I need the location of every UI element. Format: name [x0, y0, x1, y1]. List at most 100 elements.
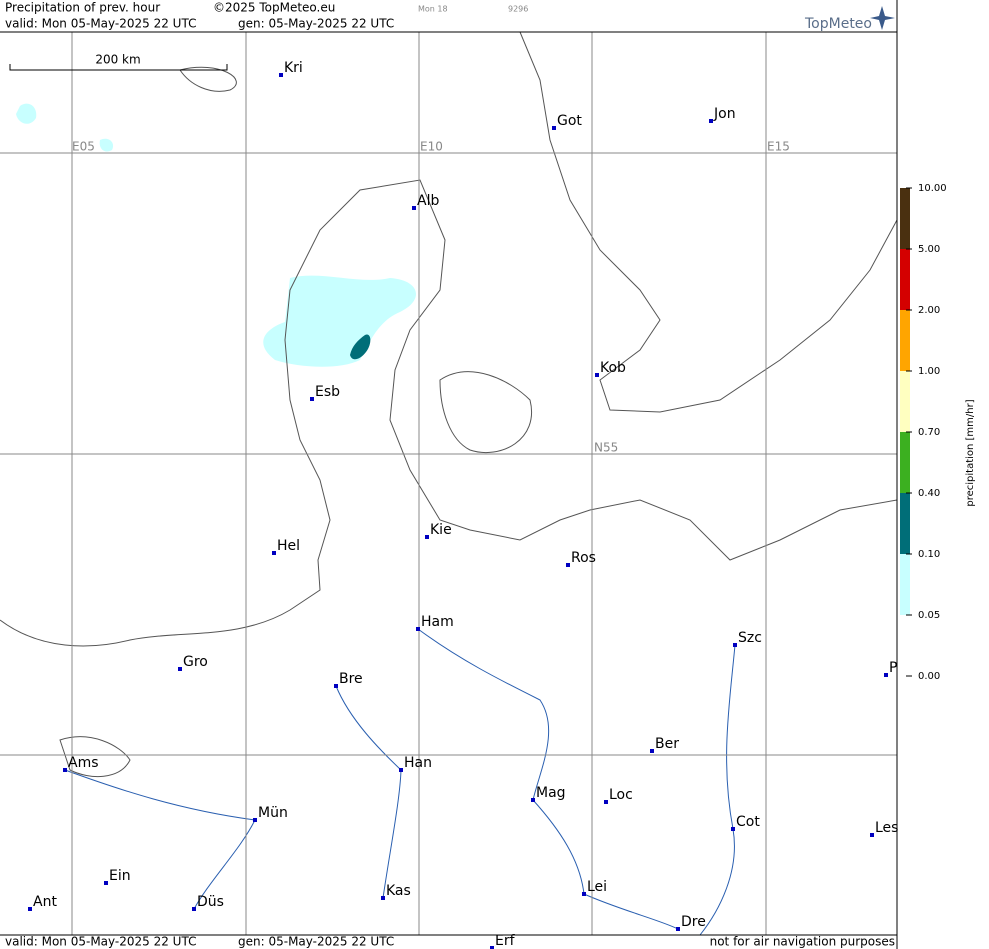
city-marker	[63, 768, 67, 772]
legend-title: precipitation [mm/hr]	[965, 399, 976, 506]
legend-swatch	[900, 371, 910, 432]
city-marker	[412, 206, 416, 210]
city-label: Kie	[430, 522, 452, 538]
city-label: Mün	[258, 805, 288, 821]
footer-gen: gen: 05-May-2025 22 UTC	[238, 935, 394, 949]
city-marker	[104, 881, 108, 885]
city-marker	[253, 818, 257, 822]
coastline	[0, 179, 898, 647]
city-marker	[731, 827, 735, 831]
precip-area	[99, 138, 114, 152]
precip-area	[263, 275, 417, 367]
precip-area	[350, 334, 371, 360]
city-marker	[531, 798, 535, 802]
city-label: Loc	[609, 787, 633, 803]
city-marker	[733, 643, 737, 647]
city-label: Cot	[736, 814, 760, 830]
city-marker	[566, 563, 570, 567]
city-label: Dre	[681, 914, 706, 930]
grid-label: E05	[72, 140, 95, 154]
logo-star	[870, 6, 895, 30]
city-marker	[279, 73, 283, 77]
river	[64, 769, 256, 910]
copyright: ©2025 TopMeteo.eu	[213, 1, 335, 15]
city-label: Hel	[277, 538, 300, 554]
valid-time: valid: Mon 05-May-2025 22 UTC	[5, 17, 196, 31]
legend-swatch	[900, 493, 910, 554]
city-label: Kas	[386, 883, 411, 899]
legend-label: 0.00	[918, 671, 940, 682]
legend-swatch	[900, 249, 910, 310]
city-marker	[425, 535, 429, 539]
city-label: Ams	[68, 755, 99, 771]
river	[699, 644, 736, 936]
grid-label: N55	[594, 441, 618, 455]
city-label: Erf	[495, 933, 516, 949]
city-marker	[490, 946, 494, 949]
city-label: Esb	[315, 384, 340, 400]
legend-label: 0.70	[918, 427, 940, 438]
city-label: Ein	[109, 868, 131, 884]
city-label: Bre	[339, 671, 363, 687]
city-marker	[582, 892, 586, 896]
legend-swatch	[900, 554, 910, 615]
city-label: Alb	[417, 193, 439, 209]
legend-swatch	[900, 310, 910, 371]
legend-swatch	[900, 432, 910, 493]
footer-valid: valid: Mon 05-May-2025 22 UTC	[5, 935, 196, 949]
city-label: Szc	[738, 630, 762, 646]
coastline	[59, 736, 131, 778]
legend-label: 10.00	[918, 183, 947, 194]
city-marker	[310, 397, 314, 401]
city-marker	[334, 684, 338, 688]
city-label: Got	[557, 113, 582, 129]
city-marker	[28, 907, 32, 911]
city-label: Ant	[33, 894, 57, 910]
header-title: Precipitation of prev. hour	[5, 1, 160, 15]
legend-label: 0.05	[918, 610, 940, 621]
legend-swatch	[900, 188, 910, 249]
city-marker	[416, 627, 420, 631]
city-label: Les	[875, 820, 898, 836]
grid-label: E10	[420, 140, 443, 154]
disclaimer: not for air navigation purposes	[710, 935, 895, 949]
coastline	[179, 66, 237, 92]
legend-label: 0.40	[918, 488, 940, 499]
city-marker	[192, 907, 196, 911]
city-marker	[884, 673, 888, 677]
run-label: Mon 18	[418, 5, 448, 14]
legend-label: 2.00	[918, 305, 940, 316]
city-marker	[604, 800, 608, 804]
coastline	[519, 31, 898, 413]
code-label: 9296	[508, 5, 528, 14]
legend-label: 5.00	[918, 244, 940, 255]
city-label: Ros	[571, 550, 596, 566]
scale-bar	[9, 64, 228, 71]
city-marker	[178, 667, 182, 671]
city-marker	[381, 896, 385, 900]
grid-label: E15	[767, 140, 790, 154]
logo: TopMeteo	[804, 16, 872, 32]
scale-bar-label: 200 km	[95, 53, 140, 67]
city-label: Lei	[587, 879, 607, 895]
city-label: Han	[404, 755, 432, 771]
city-marker	[676, 927, 680, 931]
city-label: Kri	[284, 60, 303, 76]
city-label: Kob	[600, 360, 626, 376]
city-label: Gro	[183, 654, 208, 670]
precip-area	[16, 103, 37, 124]
city-marker	[552, 126, 556, 130]
coastline	[439, 371, 533, 454]
city-label: Ber	[655, 736, 679, 752]
city-marker	[709, 119, 713, 123]
legend-label: 0.10	[918, 549, 940, 560]
city-marker	[399, 768, 403, 772]
legend-label: 1.00	[918, 366, 940, 377]
city-marker	[272, 551, 276, 555]
gen-time: gen: 05-May-2025 22 UTC	[238, 17, 394, 31]
city-label: Düs	[197, 894, 224, 910]
city-label: Jon	[713, 106, 736, 122]
city-label: P	[889, 660, 897, 676]
